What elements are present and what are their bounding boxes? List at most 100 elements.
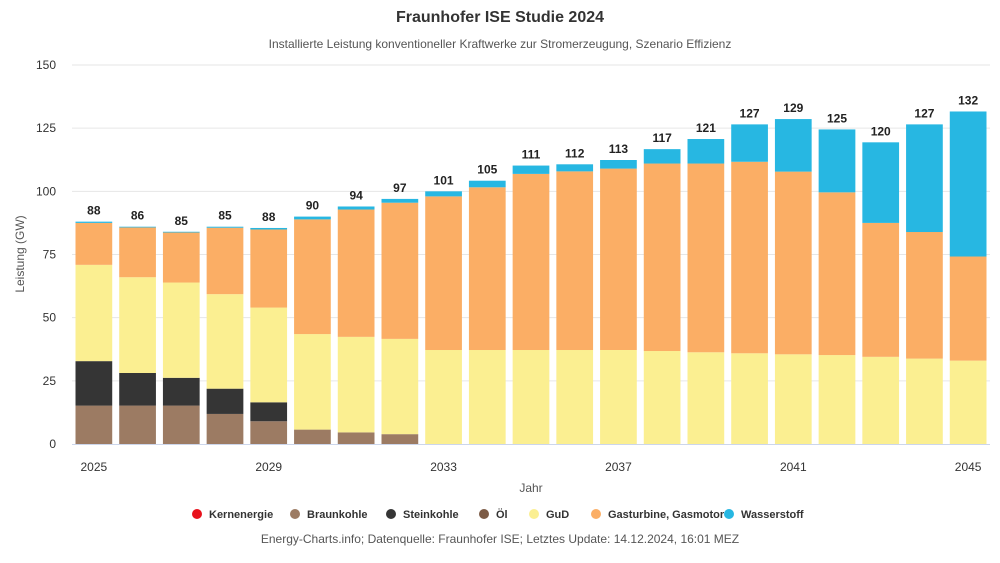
bar-segment-wasserstoff-2025[interactable] (75, 221, 113, 223)
bar-stack-2028[interactable] (206, 226, 244, 444)
bar-segment-gasturbine-gasmotor-2045[interactable] (949, 256, 987, 361)
bar-stack-2044[interactable] (906, 124, 943, 444)
bar-segment-braunkohle-2025[interactable] (75, 405, 113, 444)
bar-segment-gud-2035[interactable] (512, 350, 550, 444)
bar-stack-2039[interactable] (687, 139, 725, 444)
bar-segment-gasturbine-gasmotor-2033[interactable] (425, 196, 462, 351)
bar-segment-gud-2042[interactable] (818, 355, 856, 444)
bar-segment-gud-2039[interactable] (687, 352, 725, 444)
legend-item-wasserstoff[interactable]: Wasserstoff (724, 509, 804, 521)
bar-segment-gasturbine-gasmotor-2042[interactable] (818, 192, 856, 356)
bar-segment-gasturbine-gasmotor-2029[interactable] (250, 229, 288, 308)
bar-stack-2045[interactable] (949, 111, 987, 444)
bar-segment-braunkohle-2031[interactable] (337, 432, 375, 444)
bar-segment-wasserstoff-2042[interactable] (818, 129, 856, 193)
bar-segment-wasserstoff-2043[interactable] (862, 142, 900, 223)
bar-stack-2025[interactable] (75, 221, 113, 444)
bar-segment-gasturbine-gasmotor-2044[interactable] (906, 232, 943, 359)
bar-stack-2026[interactable] (119, 226, 156, 444)
bar-segment-wasserstoff-2030[interactable] (294, 216, 331, 220)
bar-segment-gud-2030[interactable] (294, 334, 331, 430)
bar-segment-gasturbine-gasmotor-2040[interactable] (731, 161, 768, 354)
bar-stack-2043[interactable] (862, 142, 900, 444)
legend-item-gud[interactable]: GuD (529, 509, 569, 521)
credits-text[interactable]: Energy-Charts.info; Datenquelle: Fraunho… (261, 532, 739, 546)
bar-segment-braunkohle-2030[interactable] (294, 429, 331, 444)
bar-segment-gasturbine-gasmotor-2036[interactable] (556, 171, 594, 351)
bar-segment-gud-2038[interactable] (643, 351, 681, 444)
bar-segment-gud-2034[interactable] (468, 350, 506, 444)
bar-stack-2032[interactable] (381, 198, 419, 444)
legend-item-kernenergie[interactable]: Kernenergie (192, 509, 273, 521)
bar-segment-braunkohle-2029[interactable] (250, 421, 288, 444)
bar-segment-gasturbine-gasmotor-2032[interactable] (381, 202, 419, 339)
bar-segment-braunkohle-2028[interactable] (206, 413, 244, 444)
bar-segment-steinkohle-2028[interactable] (206, 388, 244, 414)
bar-segment-gasturbine-gasmotor-2037[interactable] (600, 168, 637, 350)
bar-segment-wasserstoff-2027[interactable] (162, 231, 200, 233)
bar-segment-braunkohle-2032[interactable] (381, 434, 419, 444)
bar-segment-wasserstoff-2028[interactable] (206, 226, 244, 228)
bar-segment-wasserstoff-2029[interactable] (250, 227, 288, 230)
bar-stack-2035[interactable] (512, 165, 550, 444)
bar-segment-gud-2028[interactable] (206, 294, 244, 389)
legend-item-gasturbine-gasmotor[interactable]: Gasturbine, Gasmotor (591, 509, 725, 521)
bar-segment-gasturbine-gasmotor-2025[interactable] (75, 222, 113, 265)
bar-segment-wasserstoff-2034[interactable] (468, 180, 506, 188)
bar-segment-gasturbine-gasmotor-2028[interactable] (206, 227, 244, 295)
legend-item--l[interactable]: Öl (479, 508, 508, 521)
bar-stack-2040[interactable] (731, 124, 768, 444)
bar-segment-wasserstoff-2039[interactable] (687, 139, 725, 164)
bar-segment-wasserstoff-2036[interactable] (556, 164, 594, 172)
bar-stack-2033[interactable] (425, 191, 462, 444)
bar-segment-wasserstoff-2044[interactable] (906, 124, 943, 233)
bar-segment-wasserstoff-2045[interactable] (949, 111, 987, 257)
bar-segment-gasturbine-gasmotor-2026[interactable] (119, 227, 156, 278)
bar-segment-wasserstoff-2041[interactable] (774, 119, 812, 172)
bar-segment-wasserstoff-2033[interactable] (425, 191, 462, 197)
bar-segment-wasserstoff-2037[interactable] (600, 160, 637, 169)
bar-segment-steinkohle-2027[interactable] (162, 377, 200, 406)
bar-segment-gud-2037[interactable] (600, 350, 637, 444)
bar-segment-gasturbine-gasmotor-2039[interactable] (687, 163, 725, 353)
bar-segment-gasturbine-gasmotor-2034[interactable] (468, 187, 506, 351)
bar-segment-wasserstoff-2031[interactable] (337, 206, 375, 210)
bar-segment-gud-2032[interactable] (381, 338, 419, 435)
bar-segment-steinkohle-2026[interactable] (119, 373, 156, 406)
bar-stack-2027[interactable] (162, 231, 200, 444)
bar-segment-gasturbine-gasmotor-2031[interactable] (337, 209, 375, 337)
bar-segment-gud-2031[interactable] (337, 336, 375, 433)
bar-stack-2029[interactable] (250, 227, 288, 444)
legend-item-braunkohle[interactable]: Braunkohle (290, 509, 368, 521)
bar-stack-2036[interactable] (556, 164, 594, 444)
bar-segment-gud-2029[interactable] (250, 307, 288, 403)
bar-stack-2037[interactable] (600, 160, 637, 444)
bar-segment-gud-2033[interactable] (425, 350, 462, 444)
bar-stack-2041[interactable] (774, 119, 812, 444)
bar-segment-gasturbine-gasmotor-2041[interactable] (774, 171, 812, 355)
bar-segment-steinkohle-2029[interactable] (250, 402, 288, 422)
bar-segment-gud-2044[interactable] (906, 358, 943, 444)
bar-segment-braunkohle-2027[interactable] (162, 405, 200, 444)
bar-segment-gud-2026[interactable] (119, 277, 156, 373)
bar-segment-gud-2045[interactable] (949, 360, 987, 444)
bar-stack-2034[interactable] (468, 180, 506, 444)
bar-stack-2038[interactable] (643, 149, 681, 444)
bar-segment-gasturbine-gasmotor-2043[interactable] (862, 222, 900, 357)
bar-segment-gasturbine-gasmotor-2030[interactable] (294, 219, 331, 335)
bar-segment-braunkohle-2026[interactable] (119, 405, 156, 444)
bar-segment-gud-2040[interactable] (731, 353, 768, 444)
bar-segment-wasserstoff-2035[interactable] (512, 165, 550, 174)
bar-segment-gasturbine-gasmotor-2027[interactable] (162, 232, 200, 283)
bar-stack-2031[interactable] (337, 206, 375, 444)
bar-segment-gud-2025[interactable] (75, 264, 113, 362)
bar-stack-2030[interactable] (294, 216, 331, 444)
bar-segment-wasserstoff-2032[interactable] (381, 198, 419, 203)
bar-segment-gud-2027[interactable] (162, 282, 200, 378)
bar-segment-steinkohle-2025[interactable] (75, 361, 113, 406)
bar-segment-gud-2043[interactable] (862, 356, 900, 444)
bar-segment-wasserstoff-2026[interactable] (119, 226, 156, 228)
bar-segment-gasturbine-gasmotor-2038[interactable] (643, 163, 681, 352)
bar-segment-wasserstoff-2038[interactable] (643, 149, 681, 164)
bar-segment-wasserstoff-2040[interactable] (731, 124, 768, 162)
